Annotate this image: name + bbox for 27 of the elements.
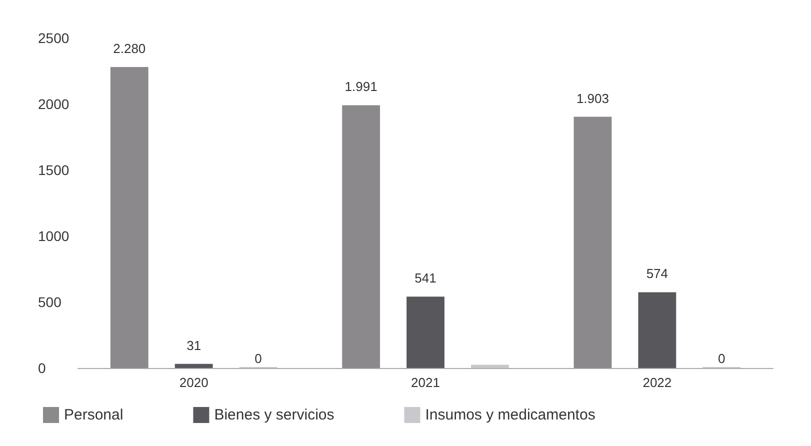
data-label: 0	[718, 351, 726, 366]
x-tick-label: 2021	[411, 375, 440, 390]
x-tick-label: 2022	[642, 375, 672, 390]
bar	[406, 296, 444, 368]
bar	[174, 364, 213, 368]
data-label: 2.280	[113, 41, 146, 56]
data-label: 0	[254, 351, 262, 366]
data-label: 1.903	[576, 90, 609, 106]
data-label: 574	[646, 266, 668, 282]
legend-label: Bienes y servicios	[214, 406, 334, 424]
bar	[342, 105, 380, 368]
legend-label: Personal	[64, 406, 124, 424]
bar	[110, 67, 148, 368]
bar	[574, 116, 612, 368]
legend-label: Insumos y medicamentos	[425, 406, 596, 424]
bar	[638, 292, 676, 368]
y-tick-label: 2500	[38, 30, 70, 46]
bar	[470, 364, 509, 368]
x-tick-label: 2020	[179, 375, 208, 390]
y-tick-label: 0	[38, 360, 46, 376]
data-label: 1.991	[344, 79, 378, 94]
y-tick-label: 1500	[38, 162, 70, 178]
y-tick-label: 500	[38, 294, 62, 310]
y-tick-label: 1000	[38, 228, 70, 244]
y-tick-label: 2000	[38, 96, 70, 112]
data-label: 541	[414, 270, 436, 286]
data-label: 31	[186, 338, 202, 353]
